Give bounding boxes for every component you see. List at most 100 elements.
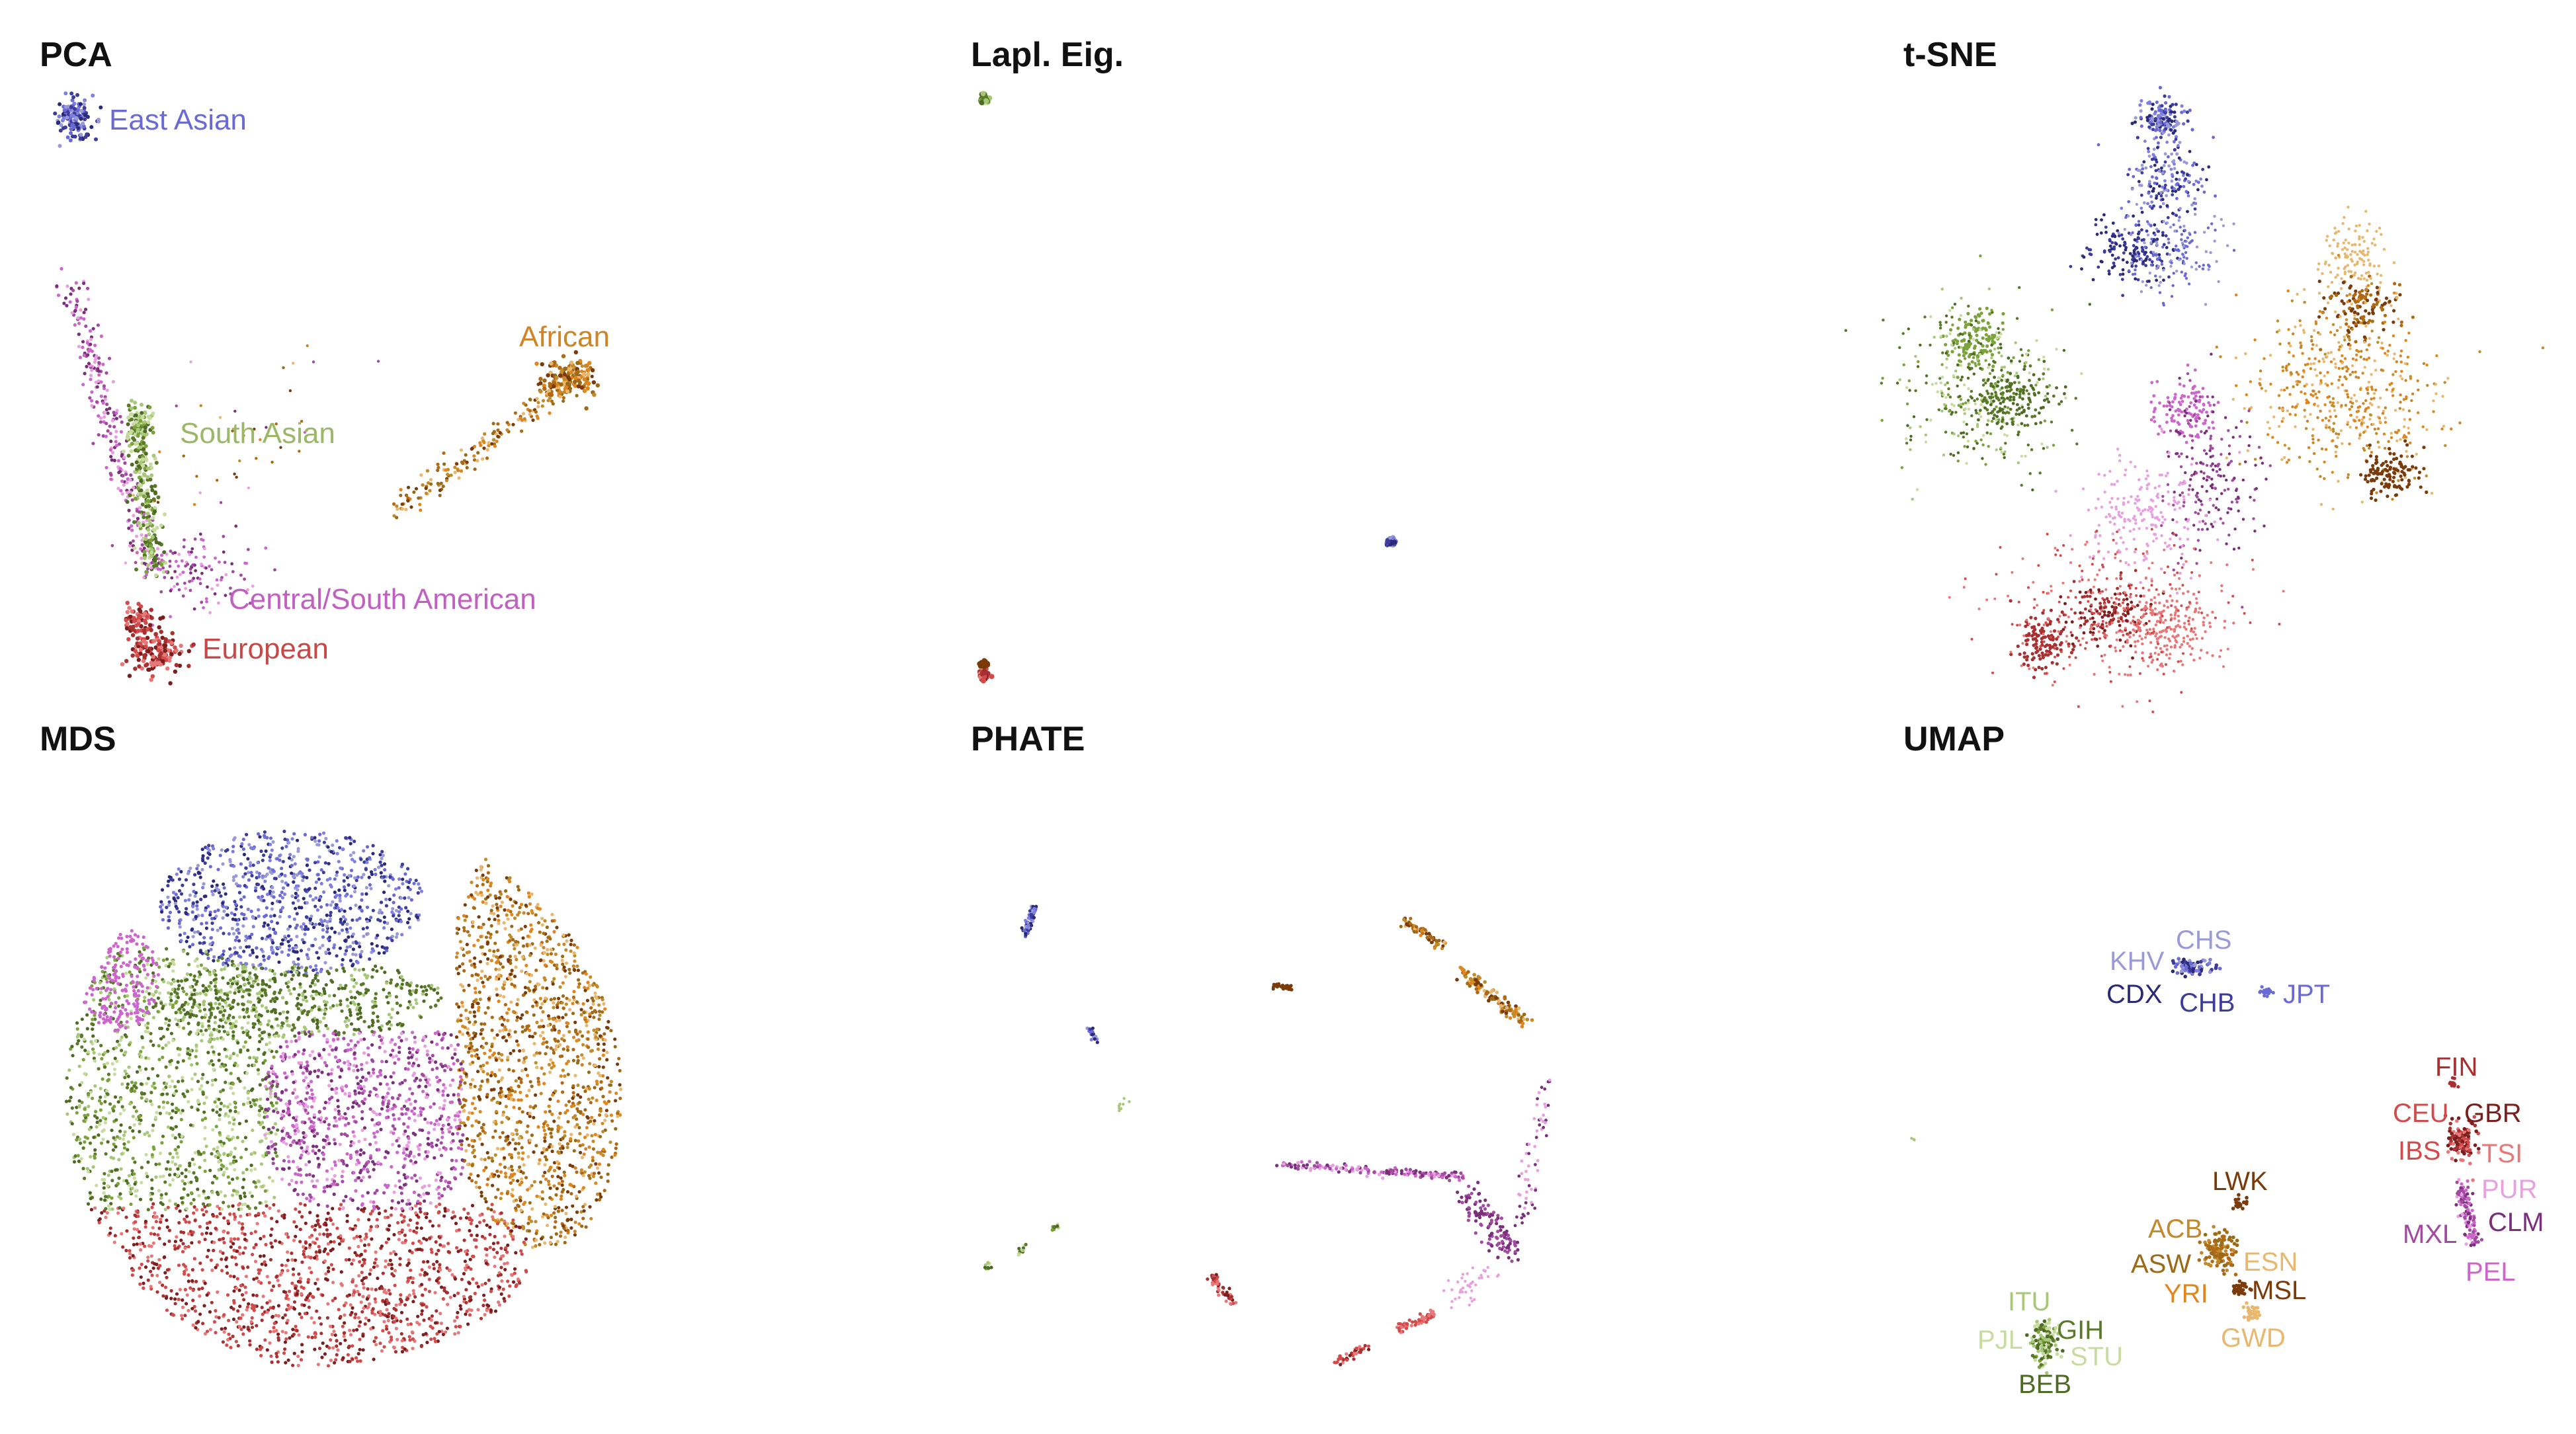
tsne-point: [2017, 413, 2021, 417]
pca-point: [149, 608, 153, 612]
pca-point: [558, 366, 562, 370]
tsne-point: [2360, 500, 2364, 504]
tsne-point: [2154, 274, 2157, 278]
pca-point: [82, 317, 86, 321]
pca-point: [147, 623, 153, 627]
tsne-point: [2025, 658, 2029, 662]
pca-point: [116, 487, 120, 491]
pca-point: [234, 524, 238, 528]
tsne-point: [2195, 601, 2198, 605]
tsne-point: [2341, 442, 2344, 446]
tsne-point: [1954, 346, 1957, 350]
tsne-point: [2368, 337, 2371, 340]
pca-point: [141, 436, 145, 440]
tsne-point: [2393, 493, 2397, 497]
tsne-point: [2335, 329, 2339, 333]
tsne-point: [2413, 477, 2417, 480]
pca-point: [88, 396, 92, 400]
pca-point: [159, 568, 163, 571]
tsne-point: [2081, 637, 2085, 640]
pca-point: [147, 504, 151, 508]
tsne-point: [1939, 323, 1942, 327]
pca-point: [140, 543, 144, 547]
tsne-point: [2372, 237, 2376, 241]
tsne-point: [2336, 401, 2339, 405]
tsne-point: [2009, 407, 2013, 411]
tsne-point: [1962, 383, 1966, 387]
tsne-point: [2197, 390, 2201, 394]
tsne-point: [2337, 229, 2341, 233]
tsne-point: [2118, 550, 2122, 554]
tsne-point: [2169, 547, 2173, 551]
tsne-point: [2366, 247, 2370, 250]
tsne-point: [2225, 563, 2229, 567]
tsne-point: [1948, 395, 1952, 399]
tsne-point: [2088, 555, 2092, 559]
tsne-point: [2140, 163, 2144, 167]
tsne-point: [2373, 359, 2376, 362]
tsne-point: [2325, 426, 2328, 429]
tsne-point: [1991, 336, 1995, 340]
tsne-point: [2198, 520, 2202, 524]
tsne-point: [2407, 479, 2411, 483]
tsne-point: [2309, 335, 2313, 339]
tsne-point: [2098, 569, 2101, 572]
tsne-point: [2015, 387, 2019, 391]
tsne-point: [2129, 592, 2132, 596]
tsne-point: [2309, 362, 2313, 366]
tsne-point: [2147, 280, 2151, 283]
mds-point: [412, 881, 416, 885]
pca-point: [168, 559, 172, 563]
tsne-point: [2071, 648, 2075, 652]
tsne-point: [2077, 639, 2080, 643]
tsne-point: [2382, 328, 2386, 332]
tsne-point: [2164, 101, 2168, 105]
tsne-point: [1967, 344, 1971, 348]
tsne-point: [2386, 349, 2389, 353]
tsne-point: [2350, 405, 2354, 409]
pca-point: [136, 434, 140, 438]
tsne-point: [2171, 131, 2175, 135]
tsne-point: [2042, 367, 2046, 371]
tsne-point: [1973, 399, 1976, 403]
tsne-point: [2320, 447, 2324, 451]
tsne-point: [1997, 327, 2000, 331]
tsne-point: [2132, 633, 2136, 637]
tsne-point: [2146, 233, 2150, 237]
tsne-point: [2147, 149, 2151, 153]
tsne-point: [2009, 599, 2013, 603]
tsne-point: [2204, 418, 2208, 422]
tsne-point: [2023, 424, 2026, 427]
tsne-point: [1962, 346, 1966, 350]
tsne-point: [2046, 392, 2050, 395]
tsne-point: [2112, 608, 2116, 612]
pca-point: [105, 402, 109, 407]
tsne-point: [2422, 362, 2426, 366]
tsne-point: [2378, 226, 2382, 230]
tsne-point: [2180, 604, 2183, 608]
tsne-point: [2028, 371, 2031, 375]
tsne-point: [2165, 420, 2169, 424]
tsne-point: [2370, 387, 2374, 391]
tsne-point: [2343, 312, 2347, 316]
tsne-point: [2398, 293, 2402, 297]
tsne-point: [2386, 463, 2389, 468]
pca-point: [187, 649, 191, 653]
tsne-point: [2374, 243, 2377, 247]
tsne-point: [2351, 357, 2355, 360]
tsne-point: [2170, 119, 2174, 124]
tsne-point: [2362, 402, 2365, 405]
tsne-point: [2156, 496, 2160, 499]
tsne-point: [2118, 638, 2122, 642]
tsne-point: [2211, 610, 2214, 614]
pca-point: [154, 563, 159, 568]
tsne-point: [2388, 465, 2392, 469]
tsne-point: [2367, 380, 2371, 384]
tsne-point: [2177, 614, 2180, 617]
tsne-point: [2100, 590, 2104, 593]
pca-point: [95, 400, 99, 404]
tsne-point: [2175, 534, 2178, 537]
tsne-point: [2209, 437, 2212, 440]
pca-point: [145, 522, 149, 527]
tsne-point: [2132, 251, 2136, 255]
